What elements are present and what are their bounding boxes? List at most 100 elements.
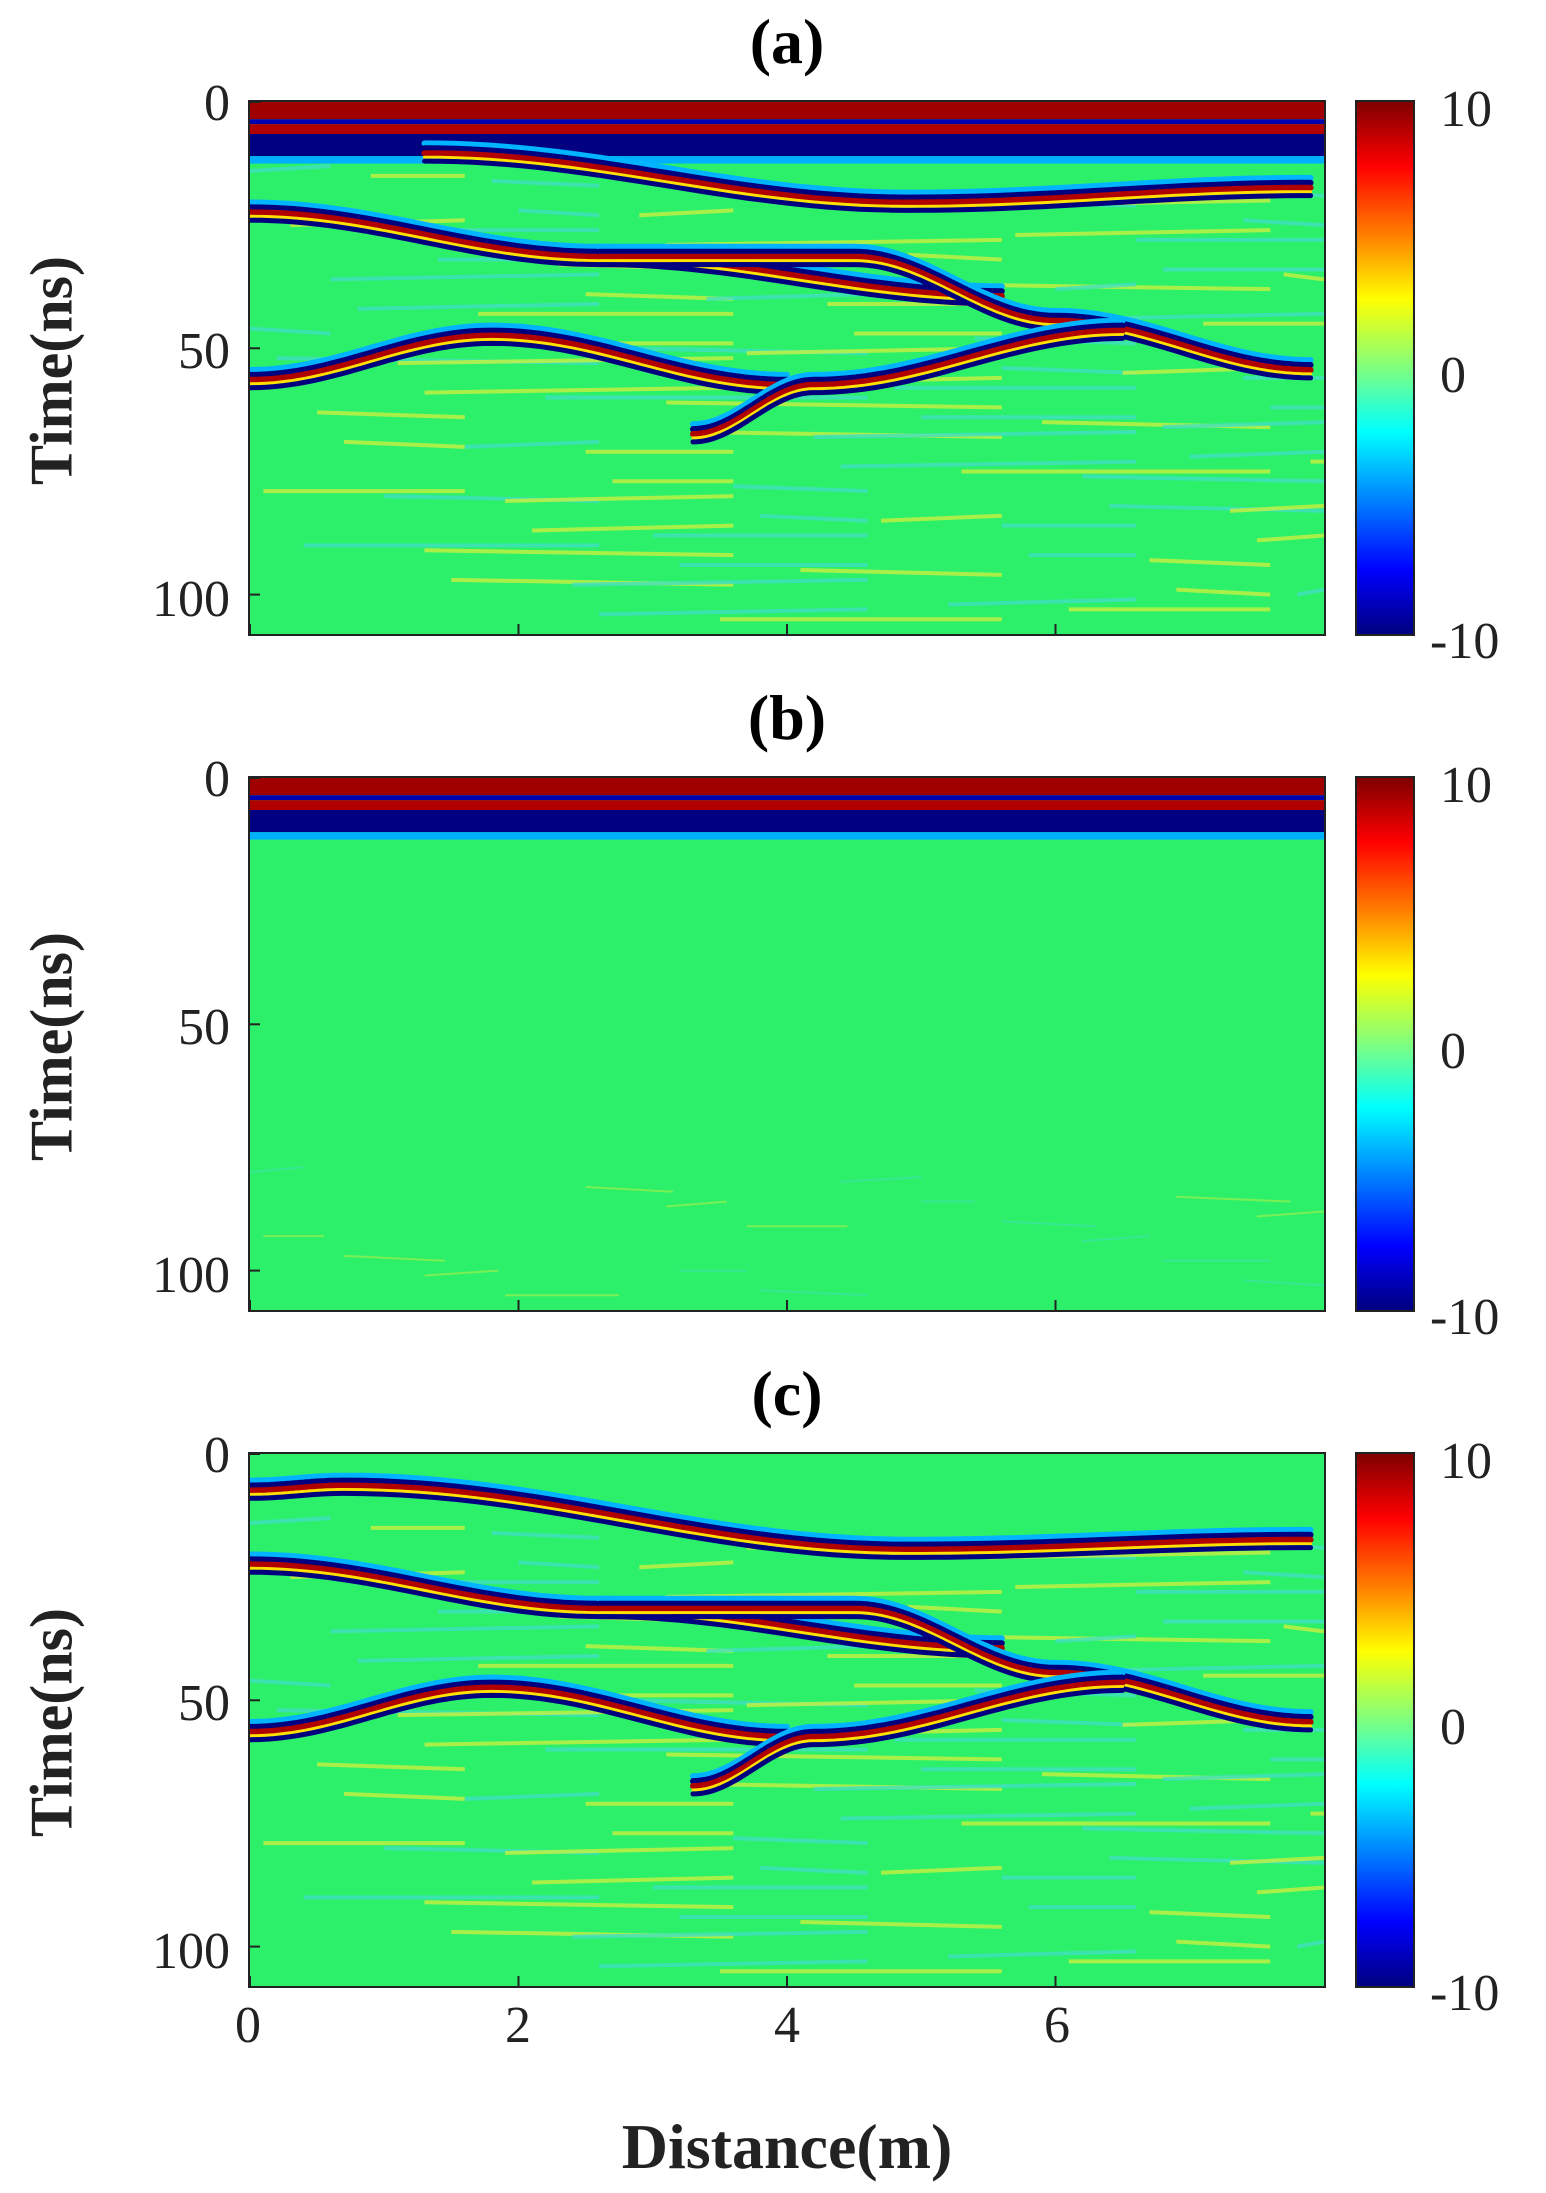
texture-stripe xyxy=(250,326,331,336)
texture-stripe xyxy=(880,513,1002,523)
texture-stripe xyxy=(464,1791,600,1801)
panel-b-plot xyxy=(248,776,1326,1312)
reflection-event xyxy=(596,248,1314,368)
texture-stripe xyxy=(424,1900,734,1910)
texture-stripe xyxy=(1082,474,1324,484)
reflection-event xyxy=(691,1685,1125,1792)
texture-stripe xyxy=(250,1166,304,1174)
texture-stripe xyxy=(330,272,600,282)
radargram-svg xyxy=(250,1454,1324,1986)
texture-stripe xyxy=(343,1791,465,1801)
texture-stripe xyxy=(491,178,600,188)
texture-stripe xyxy=(464,439,600,449)
reflection-event xyxy=(690,335,1126,445)
reflection-event xyxy=(423,155,1313,208)
texture-stripe xyxy=(1055,1634,1137,1644)
panel-c-plot xyxy=(248,1452,1326,1988)
panel-a-ytick-0: 0 xyxy=(204,75,230,132)
texture-stripe xyxy=(706,1644,868,1654)
reflection-event xyxy=(250,1679,790,1735)
reflection-event xyxy=(690,317,1126,428)
texture-stripe xyxy=(1229,503,1324,513)
reflection-event xyxy=(690,327,1126,437)
texture-stripe xyxy=(948,1949,1137,1959)
texture-stripe xyxy=(1283,272,1324,282)
texture-stripe xyxy=(760,513,868,523)
panel-a-colorbar xyxy=(1355,100,1415,636)
texture-stripe xyxy=(250,164,331,173)
reflection-event xyxy=(421,140,1314,196)
reflection-event xyxy=(690,1679,1126,1789)
direct-wave-band xyxy=(250,156,1324,164)
texture-stripe xyxy=(250,1516,331,1525)
texture-stripe xyxy=(505,494,734,503)
texture-stripe xyxy=(317,410,465,420)
texture-stripe xyxy=(1256,1210,1324,1218)
reflection-event xyxy=(421,150,1314,206)
radargram-svg xyxy=(250,102,1324,634)
radargram-background xyxy=(250,778,1324,1310)
reflection-event xyxy=(596,1614,1314,1733)
texture-stripe xyxy=(800,567,1002,577)
texture-stripe xyxy=(1243,218,1324,228)
panel-c-title: (c) xyxy=(751,1358,823,1429)
texture-stripe xyxy=(880,1865,1002,1875)
panel-a-cbar-tick-max: 10 xyxy=(1440,81,1492,138)
radargram-svg xyxy=(250,778,1324,1310)
texture-stripe xyxy=(1149,558,1271,568)
direct-wave-band xyxy=(250,810,1324,833)
reflection-event xyxy=(250,1689,789,1743)
direct-wave-band xyxy=(250,832,1324,840)
texture-stripe xyxy=(1082,1235,1150,1243)
texture-stripe xyxy=(639,208,734,218)
texture-stripe xyxy=(1109,1855,1324,1865)
xtick-6: 6 xyxy=(1044,1997,1070,2054)
panel-a-cbar-tick-zero: 0 xyxy=(1440,347,1466,404)
reflection-event xyxy=(250,327,790,383)
texture-stripe xyxy=(357,1653,600,1663)
texture-stripe xyxy=(813,430,1137,439)
texture-stripe xyxy=(424,385,734,395)
panel-a-plot xyxy=(248,100,1326,636)
panel-c-colorbar xyxy=(1355,1452,1415,1988)
texture-stripe xyxy=(1162,1772,1324,1782)
xtick-0: 0 xyxy=(235,1997,261,2054)
texture-stripe xyxy=(518,1560,600,1570)
panel-b-ytick-0: 0 xyxy=(204,751,230,808)
panel-c-ytick-0: 0 xyxy=(204,1427,230,1484)
texture-stripe xyxy=(800,1919,1002,1929)
texture-stripe xyxy=(1229,1855,1324,1865)
xtick-2: 2 xyxy=(505,1997,531,2054)
panel-a-ytick-50: 50 xyxy=(178,323,230,380)
texture-stripe xyxy=(760,1865,868,1875)
reflection-event xyxy=(250,1684,790,1740)
reflection-event xyxy=(250,1692,790,1748)
panel-b-title: (b) xyxy=(747,682,827,753)
texture-stripe xyxy=(1189,449,1324,459)
reflection-event xyxy=(250,337,789,391)
texture-stripe xyxy=(531,523,734,533)
direct-wave-band xyxy=(250,795,1324,801)
texture-stripe xyxy=(491,1530,600,1540)
texture-stripe xyxy=(733,484,868,494)
texture-stripe xyxy=(343,439,465,449)
texture-stripe xyxy=(330,1624,600,1634)
reflection-event xyxy=(250,1472,1314,1543)
texture-stripe xyxy=(424,1737,734,1747)
texture-stripe xyxy=(357,301,600,311)
texture-stripe xyxy=(585,1185,673,1193)
texture-stripe xyxy=(1243,1570,1324,1580)
panel-c-cbar-tick-zero: 0 xyxy=(1440,1699,1466,1756)
texture-stripe xyxy=(424,548,734,558)
reflection-event xyxy=(597,1611,1313,1728)
texture-stripe xyxy=(1256,533,1324,543)
texture-stripe xyxy=(666,400,1002,410)
texture-stripe xyxy=(1109,503,1324,513)
direct-wave-band xyxy=(250,800,1324,811)
reflection-event xyxy=(250,340,790,396)
reflection-event xyxy=(596,253,1314,373)
texture-stripe xyxy=(948,597,1137,607)
texture-stripe xyxy=(840,1811,1137,1821)
panel-a-ylabel: Time(ns) xyxy=(18,256,85,485)
reflection-event xyxy=(250,1490,1314,1560)
